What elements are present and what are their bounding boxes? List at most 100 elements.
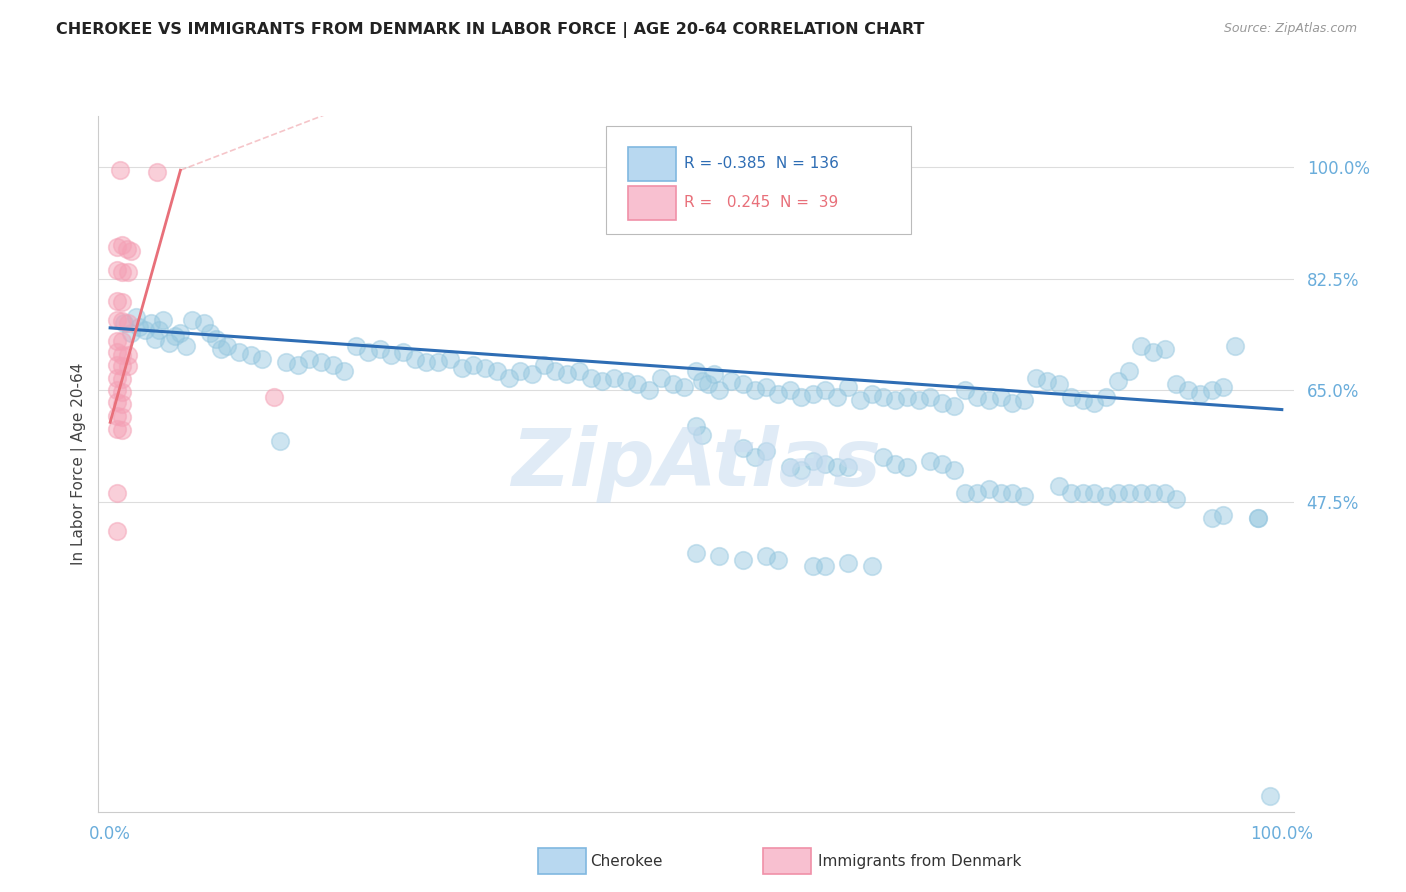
Point [1212,508,1234,522]
Point [966,390,988,404]
Point [814,457,837,471]
Point [111,410,134,425]
Point [1012,392,1035,407]
Point [117,348,139,362]
Point [1107,485,1129,500]
Point [755,444,778,458]
Point [105,263,128,277]
Point [837,556,859,570]
Point [709,549,731,564]
Point [790,463,813,477]
Point [228,345,250,359]
Point [111,295,134,310]
Point [111,265,134,279]
Point [1153,485,1175,500]
Point [860,386,883,401]
Point [105,358,128,372]
Point [579,370,602,384]
Point [685,418,707,433]
Point [661,377,683,392]
Point [896,390,918,404]
Point [1001,485,1024,500]
Point [801,558,824,573]
Point [217,339,239,353]
Point [814,384,837,398]
Text: CHEROKEE VS IMMIGRANTS FROM DENMARK IN LABOR FORCE | AGE 20-64 CORRELATION CHART: CHEROKEE VS IMMIGRANTS FROM DENMARK IN L… [56,22,925,38]
Point [105,334,128,348]
Point [211,342,233,356]
Point [872,390,894,404]
Point [884,457,907,471]
Point [650,370,672,384]
Point [1036,374,1059,388]
Point [474,361,496,376]
Point [368,342,391,356]
Point [1025,370,1047,384]
Point [990,485,1012,500]
Point [1188,386,1211,401]
Point [357,345,380,359]
Point [1071,485,1094,500]
Point [128,319,150,334]
Point [105,345,128,359]
Point [1001,396,1024,410]
Point [463,358,485,372]
Point [931,396,953,410]
Point [814,558,837,573]
Point [148,323,170,337]
Point [731,552,754,566]
Point [111,397,134,411]
Point [790,390,813,404]
Point [111,372,134,386]
Point [849,392,872,407]
Point [111,384,134,399]
Point [105,370,128,384]
Point [163,329,186,343]
Point [309,355,332,369]
FancyBboxPatch shape [606,127,911,235]
Point [977,483,1000,497]
Point [755,549,778,564]
Point [1118,364,1140,378]
Point [274,355,297,369]
Point [415,355,437,369]
Point [942,400,965,414]
Point [1130,339,1153,353]
Text: Immigrants from Denmark: Immigrants from Denmark [818,855,1022,869]
Point [966,485,988,500]
Text: Source: ZipAtlas.com: Source: ZipAtlas.com [1223,22,1357,36]
Point [111,334,134,348]
Point [287,358,309,372]
Point [112,317,135,331]
Point [115,242,138,256]
Point [117,265,139,279]
Point [146,165,169,179]
Point [498,370,520,384]
Point [744,450,766,465]
Point [239,348,262,362]
Point [544,364,567,378]
Point [111,314,134,328]
Point [990,390,1012,404]
Point [333,364,356,378]
Point [1047,479,1070,493]
Point [269,434,291,449]
Point [1095,390,1118,404]
Point [105,384,128,398]
Point [779,384,801,398]
Point [626,377,648,392]
Point [344,339,367,353]
Point [825,390,848,404]
Point [322,358,344,372]
Point [896,460,918,475]
Point [141,317,163,331]
Point [111,359,134,374]
Point [392,345,415,359]
Point [744,384,766,398]
Point [920,453,942,467]
Point [1258,789,1281,803]
Point [485,364,508,378]
Point [1201,384,1223,398]
Point [614,374,637,388]
Point [696,377,718,392]
